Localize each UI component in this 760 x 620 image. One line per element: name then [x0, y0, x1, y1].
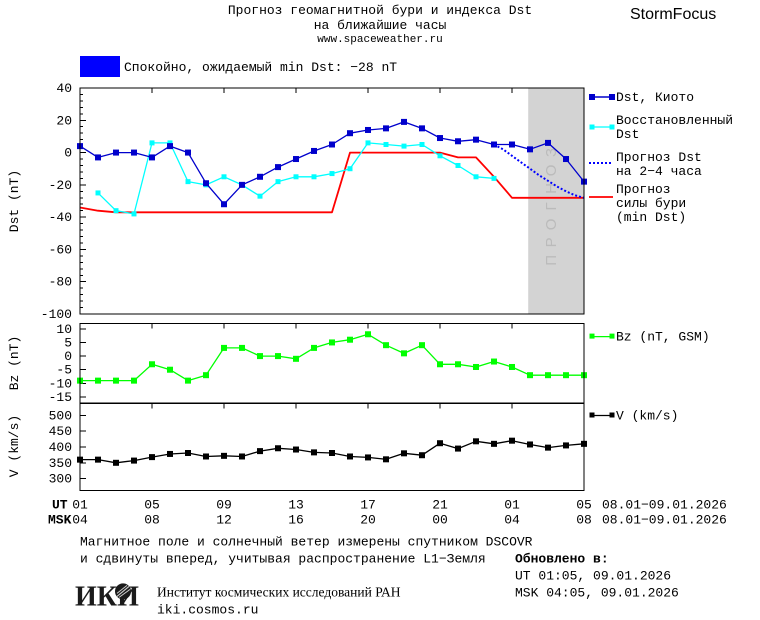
svg-text:16: 16 — [288, 512, 304, 527]
svg-text:О: О — [543, 219, 560, 231]
svg-text:V (km/s): V (km/s) — [616, 409, 678, 424]
svg-text:04: 04 — [72, 512, 88, 527]
svg-text:300: 300 — [49, 472, 72, 487]
svg-text:Прогноз геомагнитной бури и ин: Прогноз геомагнитной бури и индекса Dst — [228, 3, 532, 18]
svg-text:-100: -100 — [41, 307, 72, 322]
svg-text:400: 400 — [49, 440, 72, 455]
svg-text:05: 05 — [576, 497, 592, 512]
svg-text:00: 00 — [432, 512, 448, 527]
svg-text:-15: -15 — [49, 390, 72, 405]
svg-text:500: 500 — [49, 408, 72, 423]
svg-text:iki.cosmos.ru: iki.cosmos.ru — [157, 602, 258, 617]
svg-text:Институт космических исследова: Институт космических исследований РАН — [157, 584, 401, 599]
svg-text:П: П — [543, 255, 560, 266]
svg-text:MSK 04:05, 09.01.2026: MSK 04:05, 09.01.2026 — [515, 585, 679, 600]
svg-text:www.spaceweather.ru: www.spaceweather.ru — [317, 34, 442, 46]
svg-text:Спокойно, ожидаемый min Dst: −: Спокойно, ожидаемый min Dst: −28 nT — [124, 60, 397, 75]
svg-text:V (km/s): V (km/s) — [7, 415, 22, 477]
svg-text:350: 350 — [49, 456, 72, 471]
svg-text:Dst (nT): Dst (nT) — [7, 170, 22, 232]
svg-text:40: 40 — [56, 81, 72, 96]
svg-text:на ближайшие часы: на ближайшие часы — [314, 18, 447, 33]
svg-text:04: 04 — [504, 512, 520, 527]
svg-text:01: 01 — [72, 497, 88, 512]
svg-text:17: 17 — [360, 497, 376, 512]
svg-text:08: 08 — [576, 512, 592, 527]
svg-text:Магнитное поле и солнечный вет: Магнитное поле и солнечный ветер измерен… — [80, 534, 533, 549]
svg-text:-20: -20 — [49, 178, 72, 193]
svg-text:-60: -60 — [49, 242, 72, 257]
svg-text:Dst: Dst — [616, 127, 639, 142]
svg-text:и сдвинуты вперед, учитывая ра: и сдвинуты вперед, учитывая распростране… — [80, 551, 486, 566]
svg-text:450: 450 — [49, 424, 72, 439]
svg-text:Г: Г — [543, 202, 560, 210]
svg-text:20: 20 — [56, 113, 72, 128]
svg-text:UT: UT — [52, 497, 68, 512]
svg-text:StormFocus: StormFocus — [630, 6, 716, 23]
svg-text:UT 01:05, 09.01.2026: UT 01:05, 09.01.2026 — [515, 568, 671, 583]
svg-text:MSK: MSK — [48, 512, 72, 527]
svg-text:12: 12 — [216, 512, 232, 527]
svg-text:Прогноз Dst: Прогноз Dst — [616, 150, 702, 165]
svg-text:ИКИ: ИКИ — [75, 581, 139, 612]
svg-text:З: З — [543, 148, 560, 157]
svg-text:О: О — [543, 165, 560, 177]
svg-text:08.01−09.01.2026: 08.01−09.01.2026 — [602, 512, 727, 527]
svg-text:20: 20 — [360, 512, 376, 527]
svg-text:08.01−09.01.2026: 08.01−09.01.2026 — [602, 497, 727, 512]
svg-text:на 2−4 часа: на 2−4 часа — [616, 164, 702, 179]
svg-text:(min Dst): (min Dst) — [616, 210, 686, 225]
svg-text:-80: -80 — [49, 275, 72, 290]
svg-text:Обновлено в:: Обновлено в: — [515, 551, 609, 566]
svg-text:0: 0 — [64, 146, 72, 161]
svg-text:-40: -40 — [49, 210, 72, 225]
svg-text:силы бури: силы бури — [616, 196, 686, 211]
svg-text:13: 13 — [288, 497, 304, 512]
svg-text:Dst, Киото: Dst, Киото — [616, 90, 694, 105]
svg-text:Bz (nT): Bz (nT) — [7, 336, 22, 391]
svg-text:Bz (nT, GSM): Bz (nT, GSM) — [616, 330, 710, 345]
svg-text:01: 01 — [504, 497, 520, 512]
svg-text:08: 08 — [144, 512, 160, 527]
svg-text:Р: Р — [543, 237, 560, 247]
svg-text:Восстановленный: Восстановленный — [616, 113, 733, 128]
svg-text:21: 21 — [432, 497, 448, 512]
svg-text:05: 05 — [144, 497, 160, 512]
svg-text:Прогноз: Прогноз — [616, 182, 671, 197]
svg-text:09: 09 — [216, 497, 232, 512]
svg-text:Н: Н — [543, 183, 560, 194]
